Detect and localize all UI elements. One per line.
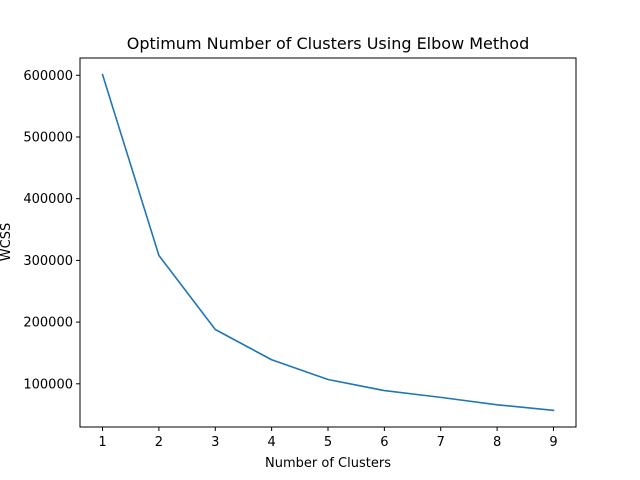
x-axis: 1 2 3 4 5 6 7 8 9 [98,427,558,450]
series-layer [101,73,555,412]
x-tick-label: 5 [324,435,332,450]
x-tick-label: 9 [549,435,557,450]
x-tick-label: 4 [267,435,275,450]
x-tick-label: 6 [380,435,388,450]
x-axis-label: Number of Clusters [265,456,391,471]
x-tick-label: 1 [98,435,106,450]
y-axis-label: WCSS [0,223,14,261]
x-tick-label: 8 [493,435,501,450]
y-tick-label: 300000 [23,254,73,269]
series-line-0 [101,73,555,412]
x-tick-label: 7 [437,435,445,450]
y-tick-label: 500000 [23,130,73,145]
y-tick-label: 100000 [23,377,73,392]
x-tick-label: 3 [211,435,219,450]
y-axis: 100000 200000 300000 400000 500000 600000 [23,69,80,392]
y-tick-label: 200000 [23,316,73,331]
chart-title: Optimum Number of Clusters Using Elbow M… [127,34,530,53]
x-tick-label: 2 [155,435,163,450]
y-tick-label: 400000 [23,192,73,207]
y-tick-label: 600000 [23,69,73,84]
